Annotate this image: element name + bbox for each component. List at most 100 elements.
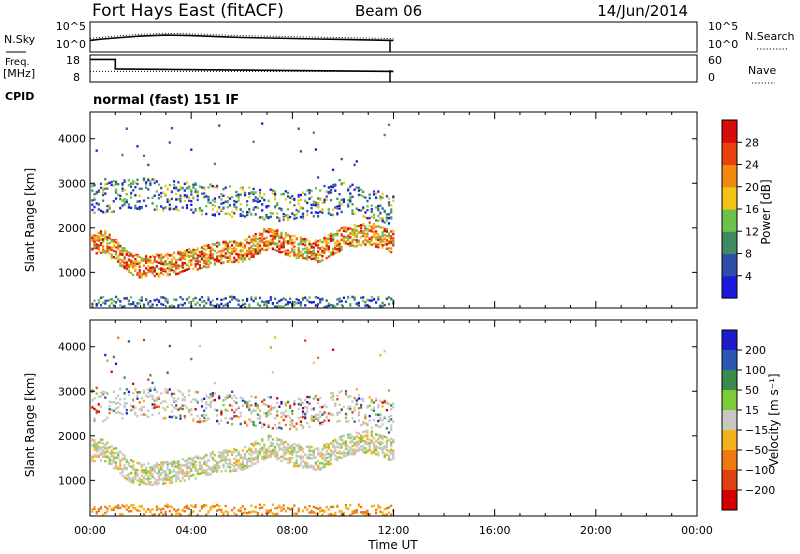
- range-gate-cell: [119, 244, 122, 248]
- range-gate-cell: [243, 421, 247, 424]
- range-gate-cell: [366, 509, 369, 512]
- range-gate-cell: [216, 463, 219, 467]
- range-gate-cell: [108, 298, 111, 302]
- range-gate-cell: [340, 513, 343, 516]
- range-gate-cell: [364, 442, 367, 445]
- range-gate-cell: [209, 405, 212, 409]
- range-gate-cell: [108, 233, 111, 237]
- range-gate-cell: [140, 259, 143, 262]
- range-gate-cell: [368, 240, 371, 243]
- range-gate-cell: [332, 249, 335, 252]
- range-gate-cell: [254, 462, 257, 465]
- range-gate-cell: [338, 240, 341, 244]
- range-gate-cell: [370, 426, 373, 429]
- range-gate-cell: [121, 187, 124, 190]
- range-gate-cell: [321, 413, 324, 416]
- range-gate-cell: [246, 450, 249, 453]
- range-gate-cell: [218, 241, 221, 245]
- range-gate-cell: [104, 192, 107, 195]
- range-gate-cell: [299, 423, 302, 427]
- range-gate-cell: [342, 241, 345, 244]
- range-gate-cell: [323, 411, 326, 414]
- range-gate-cell: [336, 298, 339, 301]
- range-gate-cell: [286, 233, 290, 236]
- range-gate-cell: [319, 466, 322, 470]
- range-gate-cell: [123, 203, 126, 206]
- range-gate-cell: [325, 237, 328, 240]
- range-gate-cell: [104, 453, 107, 456]
- range-gate-cell: [347, 433, 350, 437]
- range-gate-cell: [95, 454, 98, 457]
- range-gate-cell: [366, 431, 369, 434]
- range-gate-cell: [379, 433, 382, 437]
- range-gate-cell: [200, 468, 204, 471]
- range-gate-cell: [198, 463, 201, 466]
- range-gate-cell: [228, 240, 232, 243]
- range-gate-cell: [211, 243, 214, 246]
- power-colorbar-swatch: [722, 120, 737, 143]
- range-gate-cell: [132, 405, 135, 408]
- range-gate-cell: [104, 505, 107, 509]
- range-gate-cell: [164, 510, 167, 514]
- range-gate-cell: [284, 232, 287, 235]
- range-gate-cell: [327, 444, 330, 448]
- range-gate-cell: [301, 426, 305, 430]
- range-gate-cell: [108, 252, 111, 255]
- range-gate-cell: [243, 400, 247, 403]
- range-gate-cell: [99, 241, 103, 245]
- range-gate-cell: [136, 391, 139, 394]
- range-gate-cell: [157, 254, 161, 257]
- range-gate-cell: [274, 453, 277, 456]
- range-gate-cell: [237, 193, 240, 196]
- range-gate-cell: [110, 459, 113, 462]
- range-gate-cell: [104, 418, 107, 422]
- range-gate-cell: [127, 299, 130, 302]
- range-gate-cell: [366, 205, 369, 208]
- range-gate-cell: [271, 407, 274, 410]
- range-gate-cell: [130, 271, 133, 275]
- range-gate-cell: [329, 199, 333, 202]
- range-gate-cell: [177, 472, 180, 475]
- range-gate-cell: [209, 184, 212, 188]
- range-gate-cell: [207, 244, 210, 247]
- range-gate-cell: [364, 225, 367, 228]
- range-gate-cell: [237, 299, 240, 302]
- range-gate-cell: [145, 469, 148, 472]
- range-gate-cell: [349, 436, 352, 440]
- range-gate-cell: [153, 388, 156, 391]
- range-gate-cell: [228, 213, 232, 216]
- range-gate-cell: [338, 229, 341, 232]
- range-gate-cell: [250, 239, 253, 242]
- range-gate-cell: [353, 238, 356, 241]
- range-gate-cell: [360, 423, 363, 427]
- range-gate-cell: [310, 511, 313, 514]
- range-gate-cell: [151, 303, 154, 306]
- range-gate-cell: [102, 295, 105, 299]
- range-gate-cell: [157, 272, 161, 276]
- range-gate-cell: [364, 513, 367, 516]
- range-gate-cell: [280, 415, 283, 419]
- range-gate-cell: [306, 238, 309, 242]
- range-gate-cell: [301, 466, 305, 469]
- range-gate-cell: [274, 248, 277, 252]
- range-gate-cell: [125, 477, 128, 481]
- range-gate-cell: [138, 187, 141, 190]
- range-gate-cell: [349, 504, 352, 507]
- range-gate-cell: [366, 443, 369, 446]
- range-gate-cell: [211, 257, 214, 260]
- range-gate-cell: [130, 252, 133, 256]
- range-gate-cell: [177, 305, 180, 308]
- range-gate-cell: [175, 185, 178, 189]
- range-gate-cell: [308, 449, 311, 452]
- range-gate-cell: [181, 206, 184, 209]
- range-gate-cell: [175, 198, 178, 201]
- range-gate-cell: [237, 416, 240, 419]
- range-gate-cell: [377, 245, 380, 249]
- range-gate-cell: [209, 473, 212, 476]
- range-gate-cell: [387, 506, 391, 509]
- range-gate-cell: [110, 401, 113, 404]
- range-gate-cell: [93, 237, 96, 240]
- range-gate-cell: [325, 405, 328, 409]
- range-gate-cell: [297, 249, 300, 252]
